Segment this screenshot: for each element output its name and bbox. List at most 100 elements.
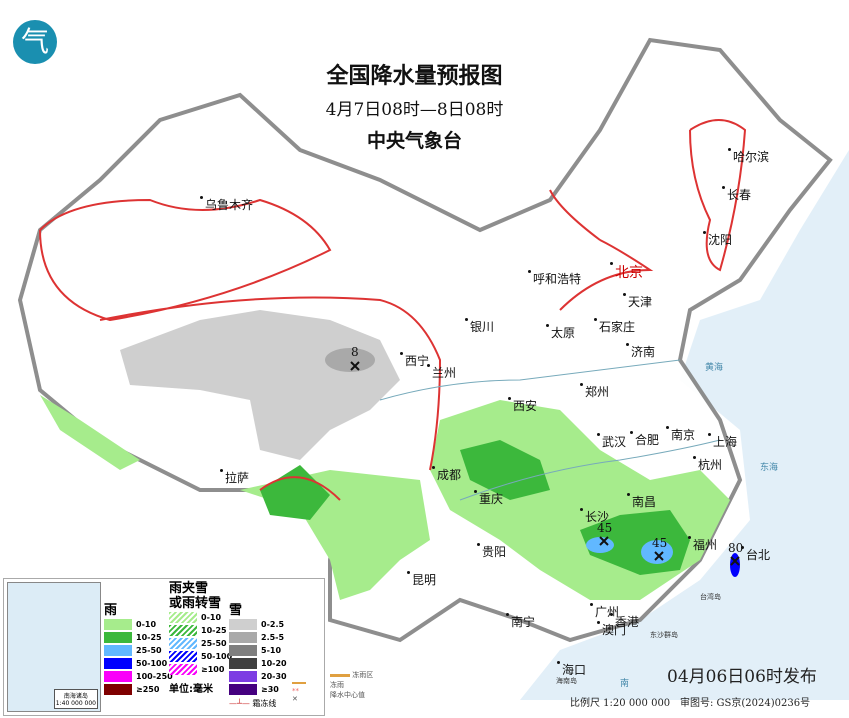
city-label: 香港 — [610, 613, 639, 630]
city-label: 贵阳 — [477, 543, 506, 560]
sea-label: 海南岛 — [556, 677, 577, 685]
precip-center-value: 8 — [351, 345, 359, 359]
legend-swatch — [229, 671, 257, 682]
forecast-period: 4月7日08时—8日08时 — [325, 100, 504, 120]
rain-25-50-area — [641, 540, 673, 564]
legend-row: 2.5-5 — [229, 631, 287, 644]
legend-swatch — [229, 619, 257, 630]
city-label: 银川 — [465, 318, 494, 335]
legend-swatch — [104, 619, 132, 630]
city-label: 长沙 — [580, 508, 609, 525]
legend-swatch — [104, 684, 132, 695]
rain-10-25-tibet — [260, 465, 330, 520]
city-label: 成都 — [432, 466, 461, 483]
legend-swatch — [104, 632, 132, 643]
legend-row: ≥30 — [229, 683, 287, 696]
legend-row: 10-25 — [104, 631, 173, 644]
city-label: 乌鲁木齐 — [200, 196, 253, 213]
legend-range-label: 50-100 — [136, 659, 168, 668]
rain-0-10-west — [40, 395, 140, 470]
legend-swatch — [229, 684, 257, 695]
city-label: 海口 — [557, 661, 586, 678]
city-label: 兰州 — [427, 364, 456, 381]
center-value-label: 降水中心值 — [330, 691, 365, 699]
city-label: 南宁 — [506, 613, 535, 630]
legend-row: 50-100 — [104, 657, 173, 670]
city-label: 昆明 — [407, 571, 436, 588]
city-label: 长春 — [722, 186, 751, 203]
legend-rain: 雨 0-10 10-25 25-50 50-100 100-250 ≥250 — [104, 599, 173, 696]
inset-caption: 南海诸岛 1:40 000 000 — [53, 689, 98, 709]
city-label: 武汉 — [597, 433, 626, 450]
legend-rain-label: 雨 — [104, 603, 118, 618]
issuer: 中央气象台 — [366, 130, 462, 152]
legend-swatch — [169, 651, 197, 662]
legend-range-label: 0-10 — [201, 613, 222, 622]
snow-2.5-5-area — [325, 348, 375, 372]
legend-mixed-label: 雨夹雪 或雨转雪 — [169, 581, 222, 611]
rain-10-25-sichuan — [460, 440, 550, 500]
city-label: 西安 — [508, 397, 537, 414]
city-label: 南京 — [666, 426, 695, 443]
legend-row: 100-250 — [104, 670, 173, 683]
legend-swatch — [104, 658, 132, 669]
legend-range-label: 25-50 — [201, 639, 227, 648]
cma-logo: 气 — [13, 20, 57, 64]
south-china-sea-inset: 南海诸岛 1:40 000 000 — [7, 582, 101, 712]
city-label: 上海 — [708, 433, 737, 450]
sea-label: 南 — [620, 679, 630, 689]
legend-swatch — [229, 632, 257, 643]
legend-row: 0-10 — [169, 611, 232, 624]
map-title: 全国降水量预报图 — [326, 63, 503, 89]
legend-mixed: 雨夹雪 或雨转雪 0-10 10-25 25-50 50-100 ≥100 单位:毫米 — [169, 581, 232, 695]
frost-line — [39, 198, 442, 501]
city-label: 沈阳 — [703, 231, 732, 248]
legend-range-label: 100-250 — [136, 672, 173, 681]
frost-line-label: 霜冻线 — [252, 699, 277, 708]
legend-row: 0-2.5 — [229, 618, 287, 631]
city-label: 重庆 — [474, 490, 503, 507]
legend-range-label: 10-20 — [261, 659, 287, 668]
city-label: 北京 — [610, 262, 643, 282]
snow-0-2.5-area — [120, 310, 400, 460]
legend-range-label: 10-25 — [136, 633, 162, 642]
legend-range-label: 20-30 — [261, 672, 287, 681]
legend-swatch — [169, 612, 197, 623]
legend-swatch — [169, 664, 197, 675]
city-label: 呼和浩特 — [528, 270, 581, 287]
city-label: 西宁 — [400, 352, 429, 369]
legend-row: 10-20 — [229, 657, 287, 670]
legend-row: 50-100 — [169, 650, 232, 663]
city-label: 杭州 — [693, 456, 722, 473]
city-label: 福州 — [688, 536, 717, 553]
sea-label: 台湾岛 — [700, 593, 721, 601]
legend-swatch — [229, 645, 257, 656]
legend-swatch — [169, 638, 197, 649]
freezing-area-label: 冻雨区 — [352, 671, 374, 679]
legend-row: 20-30 — [229, 670, 287, 683]
legend-row: 5-10 — [229, 644, 287, 657]
issue-time: 04月06日06时发布 — [667, 667, 817, 687]
city-label: 合肥 — [630, 431, 659, 448]
legend-range-label: ≥30 — [261, 685, 279, 694]
precip-center-value: 80 — [728, 541, 744, 555]
legend-row: 10-25 — [169, 624, 232, 637]
legend-range-label: 50-100 — [201, 652, 233, 661]
frost-line — [549, 119, 747, 311]
sea-label: 东海 — [760, 463, 779, 473]
city-label: 太原 — [546, 324, 575, 341]
legend-range-label: ≥100 — [201, 665, 225, 674]
legend-row: ≥250 — [104, 683, 173, 696]
city-label: 济南 — [626, 343, 655, 360]
unit-label: 单位:毫米 — [169, 684, 213, 695]
city-label: 南昌 — [627, 493, 656, 510]
legend-range-label: 2.5-5 — [261, 633, 285, 642]
sea-label: 黄海 — [705, 363, 724, 373]
city-label: 石家庄 — [594, 318, 635, 335]
legend-swatch — [169, 625, 197, 636]
city-label: 郑州 — [580, 383, 609, 400]
scale-text: 比例尺 1:20 000 000 — [570, 698, 671, 709]
legend-row: 0-10 — [104, 618, 173, 631]
legend-snow: 雪 0-2.5 2.5-5 5-10 10-20 20-30 ≥30 —┴— 霜冻线 — [229, 599, 287, 709]
precip-center-value: 45 — [597, 521, 613, 535]
